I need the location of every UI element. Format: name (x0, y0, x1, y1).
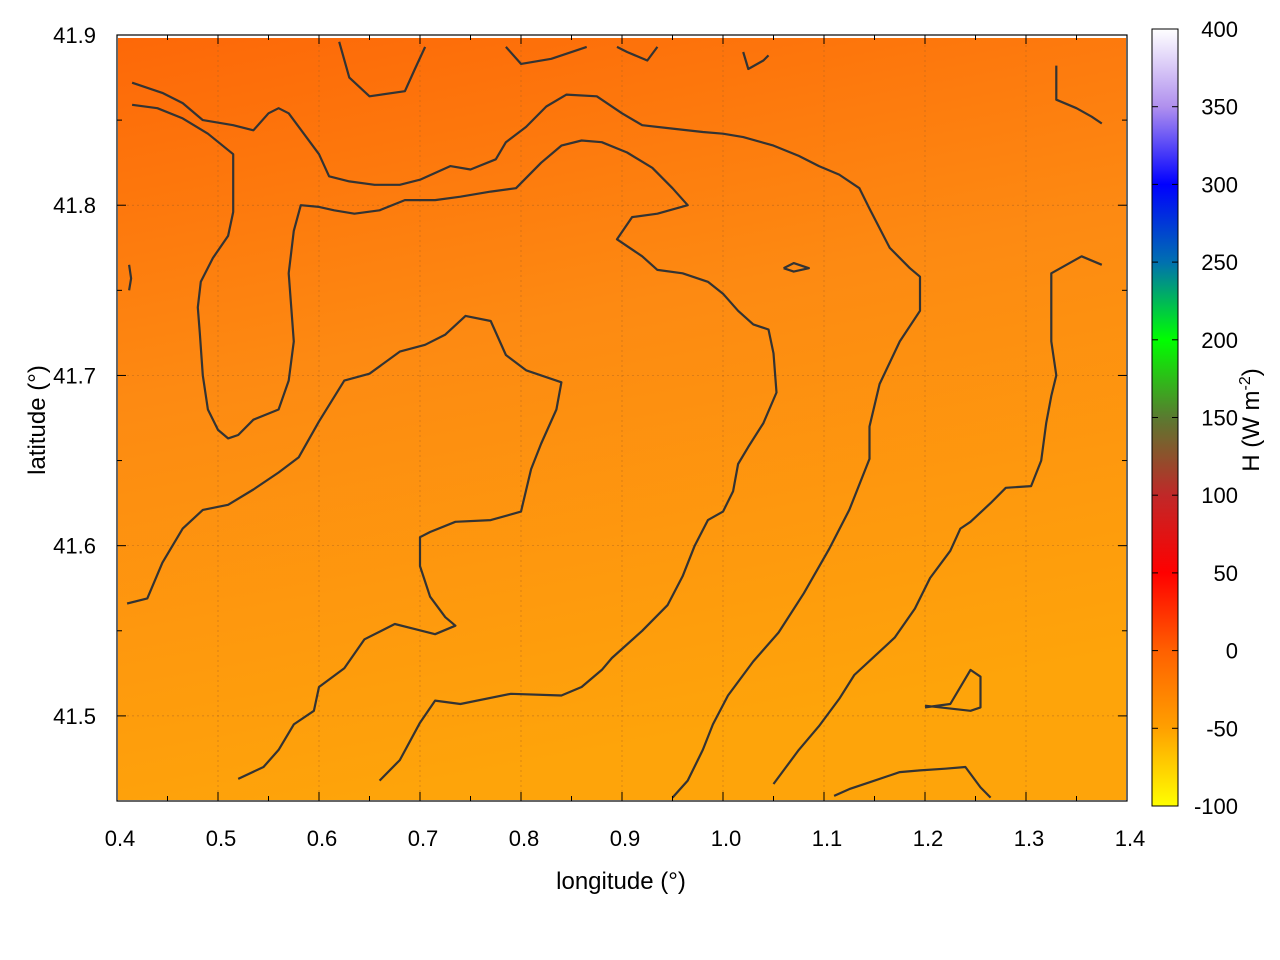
x-tick-label: 0.5 (206, 826, 237, 851)
colorbar-tick-labels: -100 -50 0 50 100 150 200 250 300 350 400 (1194, 17, 1238, 819)
colorbar-label-main: H (W m (1238, 390, 1265, 471)
x-tick-label: 0.8 (509, 826, 540, 851)
y-tick-label: 41.7 (53, 363, 96, 388)
colorbar: -100 -50 0 50 100 150 200 250 300 350 400 H (W m-2… (1151, 17, 1265, 819)
y-tick-label: 41.6 (53, 534, 96, 559)
colorbar-ticks (1152, 28, 1178, 807)
colorbar-tick-label: -100 (1194, 794, 1238, 819)
y-tick-label: 41.5 (53, 704, 96, 729)
colorbar-label-end: ) (1238, 368, 1265, 376)
x-tick-label: 1.2 (913, 826, 944, 851)
colorbar-tick-label: -50 (1206, 716, 1238, 741)
x-tick-labels: 0.4 0.5 0.6 0.7 0.8 0.9 1.0 1.1 1.2 1.3 1.4 (105, 826, 1146, 851)
colorbar-tick-label: 350 (1201, 95, 1238, 120)
colorbar-tick-label: 0 (1226, 639, 1238, 664)
x-axis-label: longitude (°) (556, 868, 686, 895)
x-tick-label: 1.3 (1014, 826, 1045, 851)
contour-line (131, 103, 778, 782)
colorbar-tick-label: 400 (1201, 17, 1238, 42)
contour-line (772, 255, 1103, 785)
contour-line (833, 765, 992, 799)
y-tick-label: 41.8 (53, 193, 96, 218)
colorbar-tick-label: 200 (1201, 328, 1238, 353)
x-tick-label: 0.9 (610, 826, 641, 851)
axis-ticks (116, 34, 1128, 802)
x-tick-label: 0.7 (408, 826, 439, 851)
contour-line (505, 45, 588, 66)
contour-line (783, 262, 811, 273)
y-tick-label: 41.9 (53, 23, 96, 48)
x-tick-label: 1.1 (812, 826, 843, 851)
contour-line (131, 81, 922, 799)
contour-line (1055, 65, 1103, 125)
contour-line (616, 45, 659, 62)
x-tick-label: 0.6 (307, 826, 338, 851)
x-tick-label: 1.0 (711, 826, 742, 851)
colorbar-tick-label: 100 (1201, 483, 1238, 508)
y-axis-label: latitude (°) (24, 365, 51, 475)
colorbar-tick-label: 250 (1201, 250, 1238, 275)
colorbar-label-sup: -2 (1237, 376, 1254, 390)
contour-line (924, 668, 982, 712)
x-tick-label: 1.4 (1115, 826, 1146, 851)
colorbar-label: H (W m-2) (1237, 368, 1265, 472)
contour-lines (126, 41, 1103, 799)
y-tick-labels: 41.5 41.6 41.7 41.8 41.9 (53, 23, 96, 729)
contour-line (128, 264, 133, 291)
contour-line (742, 51, 770, 71)
contour-line (338, 41, 427, 98)
colorbar-tick-label: 300 (1201, 172, 1238, 197)
contour-line (126, 314, 563, 780)
colorbar-tick-label: 150 (1201, 406, 1238, 431)
plot-area (116, 34, 1128, 802)
colorbar-tick-label: 50 (1214, 561, 1238, 586)
x-tick-label: 0.4 (105, 826, 136, 851)
